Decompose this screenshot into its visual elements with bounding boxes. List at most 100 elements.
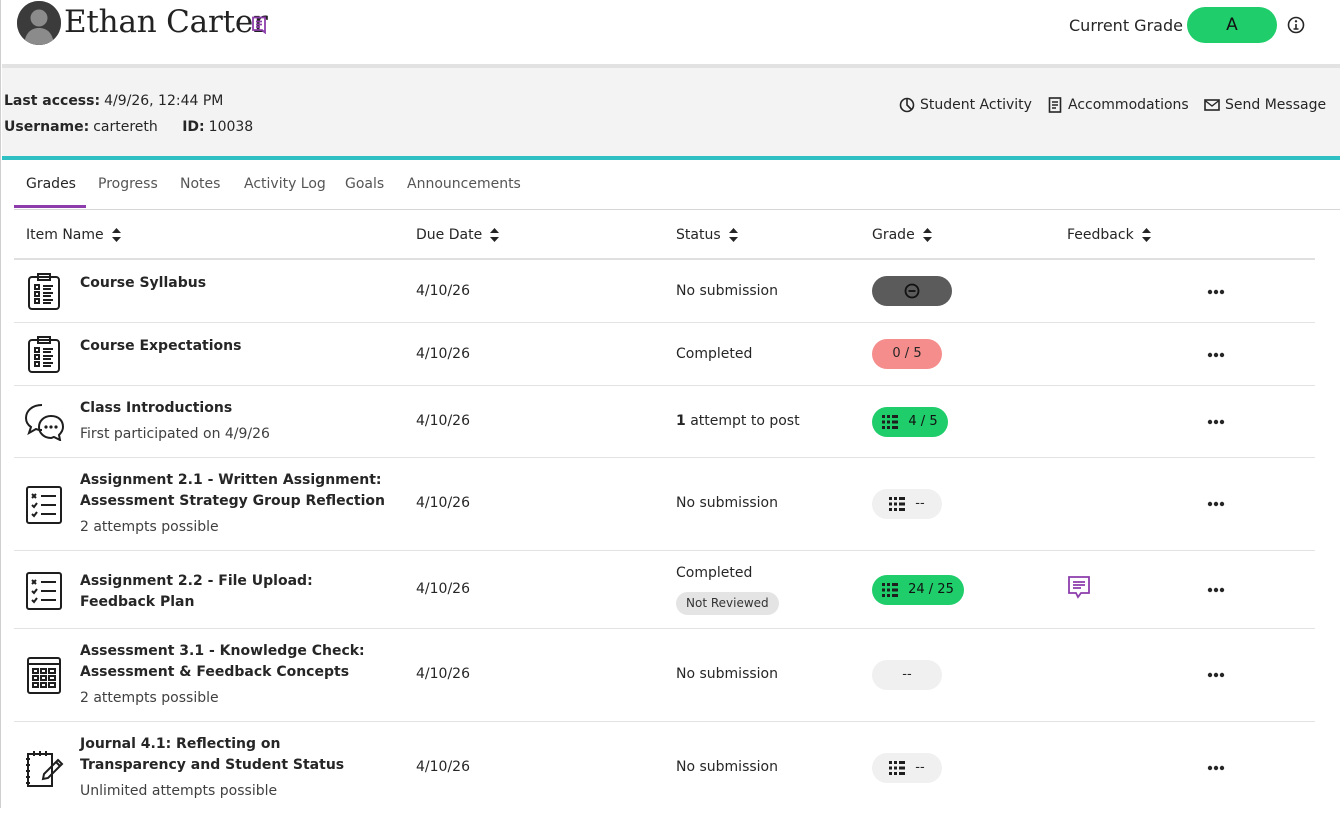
- item-title[interactable]: Journal 4.1: Reflecting on Transparency …: [80, 736, 345, 773]
- grade-pill[interactable]: --: [872, 489, 942, 519]
- last-access-label: Last access:: [4, 93, 101, 109]
- grade-value: 0 / 5: [892, 346, 922, 361]
- tab-grades[interactable]: Grades: [26, 176, 76, 192]
- status-text: attempt to post: [690, 413, 800, 429]
- due-date: 4/10/26: [416, 666, 470, 682]
- status: No submission: [676, 495, 778, 511]
- table-row: Assignment 2.1 - Written Assignment: Ass…: [14, 458, 1315, 551]
- grade-pill[interactable]: 24 / 25: [872, 575, 964, 605]
- status: 1 attempt to post: [676, 413, 800, 429]
- assignment-icon: [24, 484, 64, 524]
- sort-icon: [1142, 228, 1151, 242]
- item-subtext: First participated on 4/9/26: [80, 426, 270, 442]
- envelope-icon: [1204, 99, 1220, 111]
- id-value: 10038: [208, 119, 254, 135]
- attempt-count: 1: [676, 413, 686, 429]
- due-date: 4/10/26: [416, 283, 470, 299]
- column-due-date[interactable]: Due Date: [416, 227, 499, 243]
- item-title[interactable]: Assignment 2.2 - File Upload: Feedback P…: [80, 573, 313, 610]
- journal-icon: [24, 748, 64, 788]
- tab-announcements[interactable]: Announcements: [407, 176, 521, 192]
- rubric-icon: [889, 497, 905, 511]
- column-due-date-label: Due Date: [416, 227, 483, 243]
- grades-table: Item Name Due Date Status Grade Feedback: [14, 210, 1315, 815]
- column-feedback-label: Feedback: [1067, 227, 1134, 243]
- item-title[interactable]: Assessment 3.1 - Knowledge Check: Assess…: [80, 643, 365, 680]
- avatar-icon: [17, 1, 61, 45]
- more-options-icon[interactable]: [1206, 419, 1226, 425]
- sort-icon: [490, 228, 499, 242]
- send-message-label: Send Message: [1225, 97, 1327, 113]
- tab-progress[interactable]: Progress: [98, 176, 158, 192]
- info-icon[interactable]: [1287, 16, 1305, 34]
- student-activity-label: Student Activity: [920, 97, 1032, 113]
- syllabus-icon: [24, 334, 64, 374]
- username-id: Username: cartereth ID: 10038: [4, 119, 253, 135]
- item-title[interactable]: Course Syllabus: [80, 275, 207, 291]
- column-status-label: Status: [676, 227, 721, 243]
- table-row: Journal 4.1: Reflecting on Transparency …: [14, 722, 1315, 815]
- more-options-icon[interactable]: [1206, 501, 1226, 507]
- send-message-link[interactable]: Send Message: [1204, 97, 1326, 113]
- due-date: 4/10/26: [416, 759, 470, 775]
- current-grade-label: Current Grade: [1069, 16, 1183, 35]
- table-row: Class Introductions First participated o…: [14, 386, 1315, 458]
- table-header: Item Name Due Date Status Grade Feedback: [14, 210, 1315, 260]
- sort-icon: [923, 228, 932, 242]
- grade-value: --: [915, 496, 925, 511]
- item-title[interactable]: Course Expectations: [80, 338, 242, 354]
- last-access-value: 4/9/26, 12:44 PM: [104, 93, 224, 109]
- due-date: 4/10/26: [416, 495, 470, 511]
- item-subtext: Unlimited attempts possible: [80, 783, 278, 799]
- more-options-icon[interactable]: [1206, 765, 1226, 771]
- exempt-icon: [904, 283, 920, 299]
- activity-chart-icon: [899, 97, 915, 113]
- student-info-band: Last access: 4/9/26, 12:44 PM Username: ca…: [2, 68, 1340, 156]
- syllabus-icon: [24, 271, 64, 311]
- grade-pill[interactable]: --: [872, 753, 942, 783]
- column-grade-label: Grade: [872, 227, 915, 243]
- rubric-icon: [882, 583, 898, 597]
- grade-pill[interactable]: 4 / 5: [872, 407, 948, 437]
- column-status[interactable]: Status: [676, 227, 738, 243]
- document-icon: [1048, 97, 1062, 113]
- username-value: cartereth: [93, 119, 158, 135]
- item-title[interactable]: Assignment 2.1 - Written Assignment: Ass…: [80, 472, 386, 509]
- student-header: Ethan Carter Current Grade A: [1, 0, 1340, 64]
- more-options-icon[interactable]: [1206, 672, 1226, 678]
- grade-value: 4 / 5: [908, 414, 938, 429]
- current-grade-pill[interactable]: A: [1187, 7, 1277, 43]
- tab-bar: Grades Progress Notes Activity Log Goals…: [14, 160, 1340, 210]
- due-date: 4/10/26: [416, 581, 470, 597]
- column-item-name[interactable]: Item Name: [26, 227, 121, 243]
- status-badge: Not Reviewed: [676, 592, 779, 615]
- grade-pill[interactable]: 0 / 5: [872, 339, 942, 369]
- status: No submission: [676, 666, 778, 682]
- item-title[interactable]: Class Introductions: [80, 400, 233, 416]
- teal-divider: [2, 156, 1340, 160]
- more-options-icon[interactable]: [1206, 587, 1226, 593]
- grade-value: --: [915, 760, 925, 775]
- student-name: Ethan Carter: [64, 4, 268, 40]
- column-feedback[interactable]: Feedback: [1067, 227, 1151, 243]
- tab-notes[interactable]: Notes: [180, 176, 221, 192]
- column-grade[interactable]: Grade: [872, 227, 932, 243]
- more-options-icon[interactable]: [1206, 289, 1226, 295]
- test-icon: [24, 655, 64, 695]
- student-activity-link[interactable]: Student Activity: [899, 97, 1032, 113]
- grade-value: 24 / 25: [908, 582, 954, 597]
- more-options-icon[interactable]: [1206, 352, 1226, 358]
- accommodations-link[interactable]: Accommodations: [1047, 97, 1189, 113]
- tab-activity-log[interactable]: Activity Log: [244, 176, 326, 192]
- table-row: Course Expectations 4/10/26 Completed 0 …: [14, 323, 1315, 386]
- table-row: Assessment 3.1 - Knowledge Check: Assess…: [14, 629, 1315, 722]
- assignment-icon: [24, 570, 64, 610]
- feedback-icon[interactable]: [1067, 575, 1091, 599]
- grade-pill[interactable]: --: [872, 660, 942, 690]
- tab-goals[interactable]: Goals: [345, 176, 385, 192]
- note-icon[interactable]: [251, 16, 267, 34]
- table-row: Assignment 2.2 - File Upload: Feedback P…: [14, 551, 1315, 629]
- rubric-icon: [882, 415, 898, 429]
- grade-pill[interactable]: [872, 276, 952, 306]
